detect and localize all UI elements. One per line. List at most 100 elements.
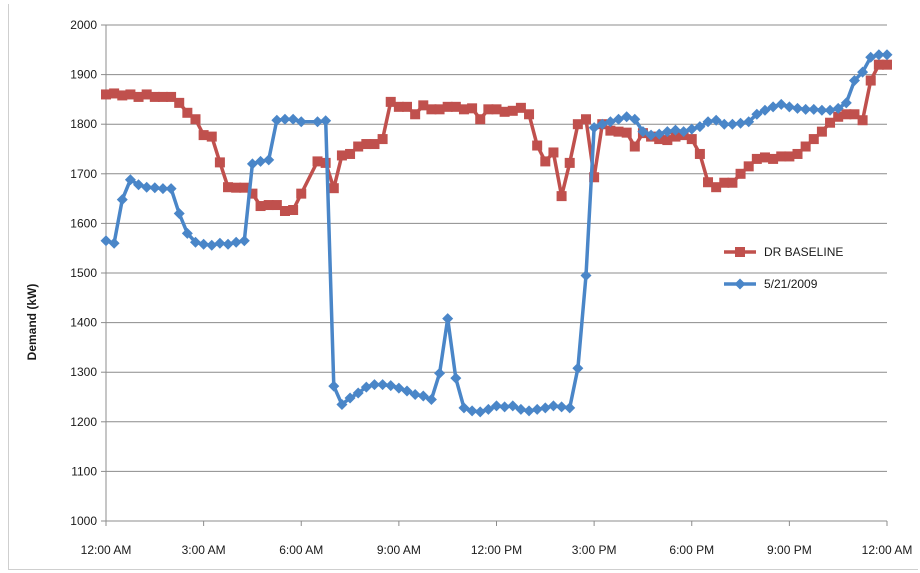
data-point-demand-5-21-2009 (246, 158, 258, 170)
data-point-dr-baseline (206, 131, 217, 142)
chart-frame (8, 4, 918, 570)
data-point-demand-5-21-2009 (352, 387, 364, 399)
data-point-dr-baseline (369, 139, 380, 150)
data-point-demand-5-21-2009 (653, 128, 665, 140)
data-point-dr-baseline (825, 117, 836, 128)
data-point-dr-baseline (255, 201, 266, 212)
data-point-demand-5-21-2009 (735, 117, 747, 129)
data-point-dr-baseline (385, 96, 396, 107)
data-point-demand-5-21-2009 (328, 380, 340, 392)
data-point-dr-baseline (735, 168, 746, 179)
data-point-demand-5-21-2009 (767, 101, 779, 113)
data-point-dr-baseline (743, 161, 754, 172)
data-point-dr-baseline (125, 89, 136, 100)
axes: 1000 1100 1200 1300 1400 1500 1600 1700 1800 1900… (70, 18, 912, 557)
data-point-dr-baseline (271, 200, 282, 211)
data-point-demand-5-21-2009 (141, 181, 153, 193)
data-point-demand-5-21-2009 (116, 194, 128, 206)
data-point-demand-5-21-2009 (800, 103, 812, 115)
data-point-dr-baseline (434, 104, 445, 115)
data-point-dr-baseline (532, 140, 543, 151)
legend-item-demand-5-21-2009: 5/21/2009 (724, 277, 818, 291)
data-point-demand-5-21-2009 (263, 154, 275, 166)
legend-item-dr-baseline: DR BASELINE (724, 245, 843, 259)
legend-label: 5/21/2009 (764, 277, 818, 291)
data-point-dr-baseline (410, 109, 421, 120)
data-point-demand-5-21-2009 (645, 129, 657, 141)
data-point-demand-5-21-2009 (165, 183, 177, 195)
legend-swatch-marker (735, 247, 745, 257)
data-point-dr-baseline (483, 104, 494, 115)
data-point-demand-5-21-2009 (157, 183, 169, 195)
data-point-demand-5-21-2009 (531, 403, 543, 415)
y-tick-label: 1200 (70, 415, 97, 429)
data-point-dr-baseline (426, 104, 437, 115)
data-point-dr-baseline (800, 141, 811, 152)
data-point-dr-baseline (361, 139, 372, 150)
data-point-dr-baseline (727, 177, 738, 188)
data-point-demand-5-21-2009 (385, 380, 397, 392)
data-point-demand-5-21-2009 (271, 114, 283, 126)
x-tick-label: 3:00 PM (572, 543, 617, 557)
data-point-dr-baseline (475, 114, 486, 125)
data-point-demand-5-21-2009 (694, 121, 706, 133)
data-point-demand-5-21-2009 (881, 49, 893, 61)
data-point-dr-baseline (109, 88, 120, 99)
data-point-dr-baseline (540, 156, 551, 167)
data-point-dr-baseline (719, 177, 730, 188)
data-point-dr-baseline (816, 126, 827, 137)
data-point-dr-baseline (882, 59, 892, 70)
x-tick-label: 6:00 AM (279, 543, 323, 557)
data-point-demand-5-21-2009 (515, 403, 527, 415)
data-point-demand-5-21-2009 (726, 118, 738, 130)
data-point-demand-5-21-2009 (572, 362, 584, 374)
data-point-dr-baseline (556, 191, 567, 202)
data-point-dr-baseline (296, 188, 307, 199)
data-point-demand-5-21-2009 (669, 124, 681, 136)
legend-swatch-marker (734, 278, 746, 290)
data-point-demand-5-21-2009 (173, 207, 185, 219)
data-point-demand-5-21-2009 (401, 385, 413, 397)
data-point-dr-baseline (214, 157, 225, 168)
data-point-demand-5-21-2009 (499, 401, 511, 413)
x-tick-label: 12:00 PM (471, 543, 522, 557)
data-point-demand-5-21-2009 (287, 113, 299, 125)
data-point-demand-5-21-2009 (710, 114, 722, 126)
data-point-demand-5-21-2009 (865, 51, 877, 63)
data-point-demand-5-21-2009 (181, 227, 193, 239)
data-point-dr-baseline (491, 104, 502, 115)
data-point-dr-baseline (190, 114, 201, 125)
data-point-demand-5-21-2009 (474, 406, 486, 418)
data-point-demand-5-21-2009 (312, 116, 324, 128)
data-point-demand-5-21-2009 (661, 126, 673, 138)
data-point-demand-5-21-2009 (214, 237, 226, 249)
data-point-dr-baseline (157, 91, 168, 102)
data-point-dr-baseline (670, 131, 681, 142)
data-point-demand-5-21-2009 (336, 398, 348, 410)
y-tick-label: 1400 (70, 316, 97, 330)
y-tick-label: 1000 (70, 514, 97, 528)
data-point-dr-baseline (751, 153, 762, 164)
data-point-demand-5-21-2009 (409, 389, 421, 401)
data-point-demand-5-21-2009 (808, 103, 820, 115)
data-point-dr-baseline (467, 103, 478, 114)
data-point-dr-baseline (231, 182, 242, 193)
data-point-dr-baseline (548, 147, 559, 158)
data-point-demand-5-21-2009 (133, 179, 145, 191)
data-point-demand-5-21-2009 (255, 155, 267, 167)
data-point-demand-5-21-2009 (621, 111, 633, 123)
data-point-dr-baseline (524, 109, 535, 120)
data-point-demand-5-21-2009 (556, 401, 568, 413)
data-point-demand-5-21-2009 (580, 269, 592, 281)
x-tick-label: 9:00 PM (767, 543, 812, 557)
data-point-demand-5-21-2009 (100, 235, 112, 247)
data-point-demand-5-21-2009 (824, 104, 836, 116)
series-group (100, 49, 893, 418)
data-point-demand-5-21-2009 (189, 236, 201, 248)
data-point-dr-baseline (458, 104, 469, 115)
data-point-dr-baseline (841, 109, 852, 120)
data-point-dr-baseline (776, 151, 787, 162)
data-point-dr-baseline (101, 89, 111, 100)
data-point-demand-5-21-2009 (613, 113, 625, 125)
